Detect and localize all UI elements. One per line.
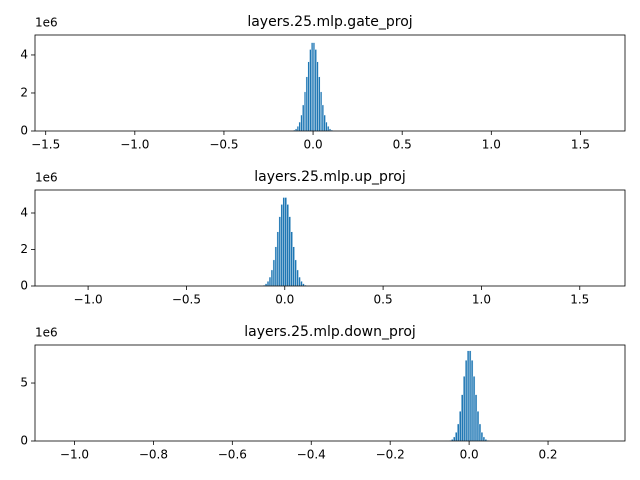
histogram-bar [276, 231, 280, 287]
histogram-bar [457, 423, 460, 442]
x-tick-label: −0.6 [218, 448, 247, 462]
y-tick-label: 5 [20, 376, 28, 390]
histogram-bar [478, 423, 482, 442]
histogram-bar [474, 394, 478, 442]
chart-title: layers.25.mlp.up_proj [254, 169, 406, 185]
histogram-bar [482, 436, 486, 442]
histogram-bar [296, 269, 299, 287]
x-tick-label: 1.5 [570, 293, 589, 307]
histogram-bar [466, 350, 470, 442]
histogram-bar [312, 42, 316, 132]
axes-frame [34, 189, 626, 287]
histogram-bar [314, 49, 317, 132]
histogram-bar [272, 259, 276, 287]
histogram-bar [470, 359, 474, 442]
histogram-bar [286, 204, 289, 287]
x-tick-label: 1.0 [482, 138, 501, 152]
histogram-bar [455, 432, 458, 442]
histogram-bar [309, 49, 312, 132]
axes-frame [34, 344, 626, 442]
x-tick-label: −1.5 [31, 138, 60, 152]
histogram-bar [468, 350, 472, 442]
histogram-bar [453, 436, 456, 442]
x-tick-label: −0.4 [297, 448, 326, 462]
histogram-bar [274, 246, 278, 287]
histogram-bar [319, 91, 323, 132]
histogram-bar [321, 104, 324, 132]
axes-frame [34, 34, 626, 132]
histogram-bar [266, 281, 270, 287]
histogram-bar [294, 259, 297, 287]
histogram-bar [270, 269, 274, 287]
x-tick-label: 0.5 [393, 138, 412, 152]
histogram-bar [462, 376, 466, 442]
histogram-bar [464, 359, 468, 442]
histogram-bar [296, 126, 300, 132]
y-tick-label: 0 [20, 434, 28, 448]
histogram-bar [284, 197, 287, 287]
histogram-bar [303, 91, 307, 132]
histogram-bar [280, 204, 284, 287]
x-tick-label: −1.0 [120, 138, 149, 152]
x-tick-label: −1.0 [74, 293, 103, 307]
histogram-bar [292, 246, 295, 287]
x-tick-label: 0.0 [275, 293, 294, 307]
histogram-bar [302, 104, 305, 132]
x-tick-label: 0.2 [538, 448, 557, 462]
y-offset-label: 1e6 [35, 326, 58, 340]
histogram-bar [476, 411, 480, 442]
x-tick-label: 1.0 [472, 293, 491, 307]
y-tick-label: 0 [20, 279, 28, 293]
histogram-bar [305, 76, 308, 132]
histogram-bar [323, 114, 326, 132]
histogram-bar [282, 197, 285, 287]
histogram-bar [318, 76, 321, 132]
y-offset-label: 1e6 [35, 171, 58, 185]
y-tick-label: 4 [20, 47, 28, 61]
histogram-bar [316, 61, 319, 132]
histogram-bar [472, 376, 476, 442]
x-tick-label: −0.5 [209, 138, 238, 152]
x-tick-label: −1.0 [60, 448, 89, 462]
histogram-bar [327, 126, 330, 132]
histogram-bar [300, 114, 303, 132]
histogram-bar [298, 276, 301, 287]
chart-title: layers.25.mlp.down_proj [244, 324, 416, 340]
x-tick-label: −0.8 [139, 448, 168, 462]
y-tick-label: 2 [20, 242, 28, 256]
histogram-bar [278, 216, 282, 287]
histogram-bar [298, 121, 301, 132]
y-tick-label: 0 [20, 124, 28, 138]
histogram-bar [461, 394, 464, 442]
y-tick-label: 2 [20, 85, 28, 99]
x-tick-label: −0.2 [376, 448, 405, 462]
y-offset-label: 1e6 [35, 16, 58, 30]
histogram-bar [290, 231, 293, 287]
histogram-bar [325, 121, 328, 132]
y-tick-label: 4 [20, 205, 28, 219]
histogram-bar [300, 281, 303, 287]
histogram-bar [459, 411, 462, 442]
x-tick-label: −0.5 [172, 293, 201, 307]
chart-title: layers.25.mlp.gate_proj [247, 14, 412, 30]
x-tick-label: 0.0 [460, 448, 479, 462]
histogram-bar [307, 61, 310, 132]
histogram-bar [268, 276, 272, 287]
histogram-bar [480, 432, 484, 442]
x-tick-label: 1.5 [571, 138, 590, 152]
x-tick-label: 0.5 [374, 293, 393, 307]
histogram-bar [311, 42, 314, 132]
histogram-bar [288, 216, 291, 287]
x-tick-label: 0.0 [304, 138, 323, 152]
